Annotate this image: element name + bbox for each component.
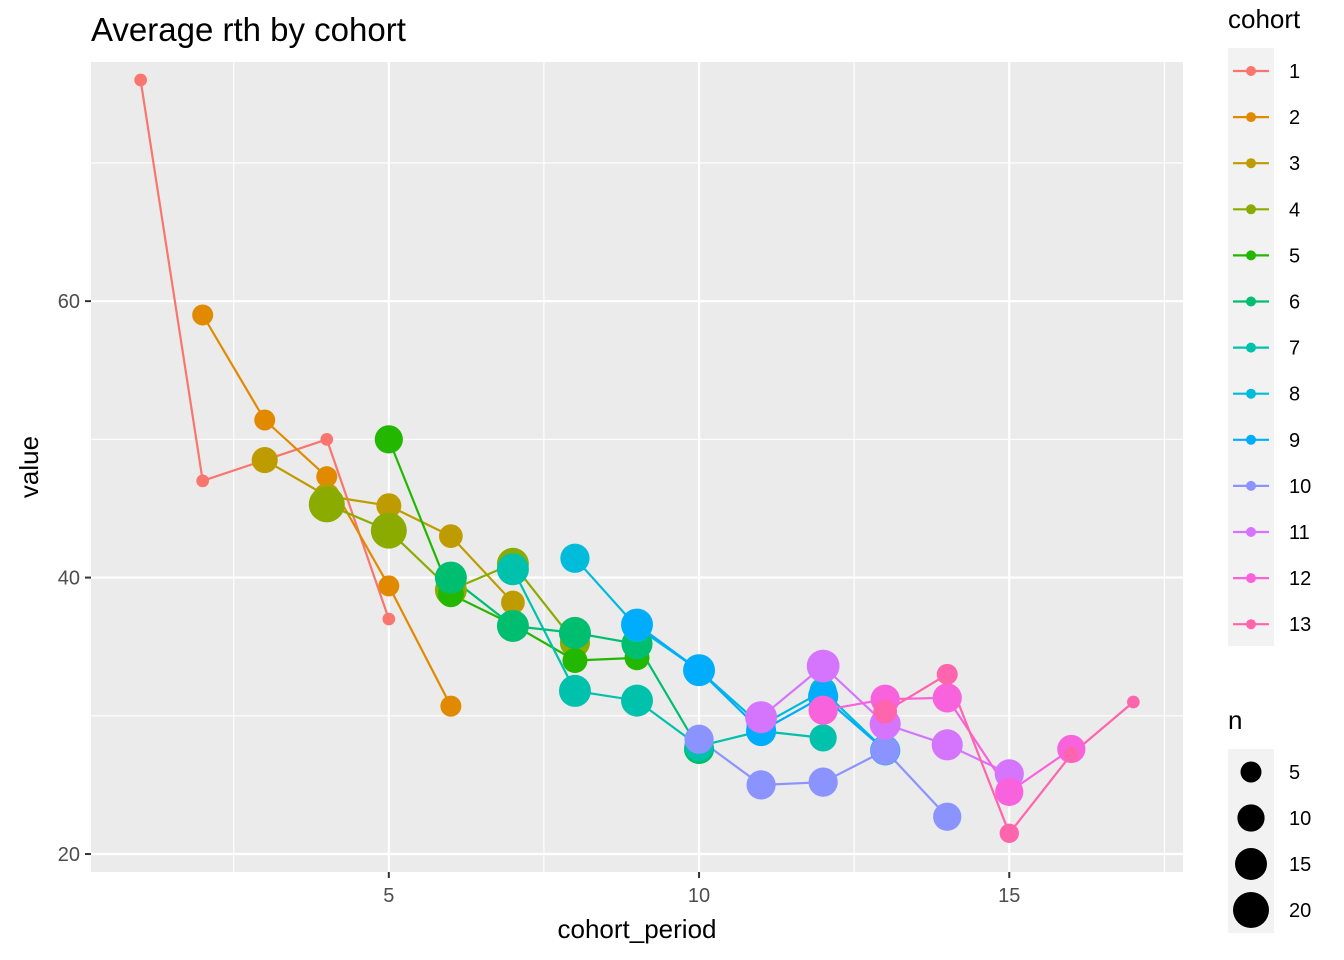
minor-gridlines — [91, 62, 1183, 872]
data-point-cohort-6 — [496, 609, 529, 642]
data-point-cohort-3 — [501, 590, 525, 615]
data-point-cohort-2 — [192, 304, 214, 326]
legend-label-3: 3 — [1289, 153, 1300, 175]
data-point-cohort-6 — [558, 616, 591, 649]
legend-label-7: 7 — [1289, 338, 1300, 360]
x-tick-label: 15 — [998, 885, 1020, 907]
legend-key-point-5 — [1246, 250, 1256, 261]
legend-label-8: 8 — [1289, 384, 1300, 406]
legend-key-point-6 — [1246, 296, 1256, 307]
data-point-cohort-10 — [746, 770, 776, 800]
data-point-cohort-10 — [870, 735, 900, 765]
chart-title: Average rth by cohort — [91, 11, 406, 48]
data-point-cohort-6 — [434, 561, 467, 594]
legend-key-point-4 — [1246, 204, 1256, 215]
size-legend-key-10 — [1237, 804, 1265, 832]
legend-key-point-3 — [1246, 158, 1256, 169]
data-point-cohort-7 — [496, 553, 529, 586]
data-point-cohort-12 — [995, 777, 1024, 806]
data-point-cohort-7 — [809, 724, 837, 752]
legend-key-point-13 — [1246, 619, 1256, 630]
data-point-cohort-8 — [560, 543, 590, 573]
legend-key-point-2 — [1246, 112, 1256, 123]
x-tick-label: 10 — [688, 885, 710, 907]
data-point-cohort-2 — [440, 695, 462, 717]
legend-label-10: 10 — [1289, 476, 1311, 498]
legend-key-point-8 — [1246, 388, 1256, 399]
legend-key-point-11 — [1246, 527, 1256, 537]
series-points — [134, 73, 1140, 844]
size-legend-label-5: 5 — [1289, 762, 1300, 784]
data-point-cohort-12 — [808, 695, 838, 725]
data-point-cohort-5 — [374, 425, 403, 454]
size-legend-label-20: 20 — [1289, 900, 1311, 922]
color-legend-title: cohort — [1228, 4, 1301, 34]
data-point-cohort-13 — [999, 823, 1019, 844]
legend-label-13: 13 — [1289, 614, 1311, 636]
legend-label-12: 12 — [1289, 568, 1311, 590]
data-point-cohort-3 — [438, 524, 463, 548]
data-point-cohort-3 — [251, 447, 278, 474]
data-point-cohort-2 — [378, 575, 400, 597]
legend-label-1: 1 — [1289, 61, 1300, 83]
data-point-cohort-11 — [745, 701, 778, 734]
data-point-cohort-5 — [562, 648, 588, 674]
size-legend-title: n — [1228, 705, 1242, 735]
x-tick-label: 5 — [383, 885, 394, 907]
data-point-cohort-11 — [931, 729, 963, 761]
size-legend-key-15 — [1235, 848, 1267, 880]
legend-key-point-12 — [1246, 573, 1256, 584]
x-axis-title: cohort_period — [558, 914, 717, 944]
data-point-cohort-2 — [316, 466, 338, 488]
legend-label-2: 2 — [1289, 107, 1300, 129]
data-point-cohort-1 — [382, 612, 396, 626]
size-legend-key-5 — [1240, 761, 1262, 783]
legend-label-9: 9 — [1289, 430, 1300, 452]
data-point-cohort-3 — [376, 493, 402, 519]
legend-key-point-9 — [1246, 434, 1256, 445]
data-point-cohort-1 — [320, 433, 334, 446]
data-point-cohort-10 — [808, 767, 838, 797]
size-legend-key-20 — [1233, 892, 1269, 928]
data-point-cohort-11 — [806, 649, 840, 683]
x-axis: 5 10 15 — [383, 872, 1020, 907]
data-point-cohort-13 — [1063, 746, 1080, 763]
legend-label-4: 4 — [1289, 199, 1300, 221]
y-tick-label: 20 — [58, 844, 80, 866]
legend-label-5: 5 — [1289, 245, 1300, 267]
legend-label-6: 6 — [1289, 292, 1300, 314]
legend-key-point-10 — [1246, 480, 1256, 491]
data-point-cohort-9 — [621, 608, 653, 641]
y-tick-label: 40 — [58, 568, 80, 590]
data-point-cohort-1 — [196, 474, 210, 488]
y-tick-label: 60 — [58, 291, 80, 313]
legend-key-point-7 — [1246, 342, 1256, 353]
data-point-cohort-12 — [932, 683, 962, 713]
data-point-cohort-13 — [1127, 695, 1140, 709]
data-point-cohort-7 — [558, 674, 591, 707]
data-point-cohort-10 — [933, 802, 962, 831]
size-legend-label-15: 15 — [1289, 854, 1311, 876]
legend-label-11: 11 — [1289, 522, 1310, 544]
size-legend: n 5 10 15 20 — [1228, 705, 1311, 933]
data-point-cohort-10 — [684, 724, 714, 754]
data-point-cohort-13 — [873, 699, 898, 724]
data-point-cohort-1 — [134, 73, 147, 87]
size-legend-label-10: 10 — [1289, 808, 1311, 830]
legend-key-point-1 — [1246, 66, 1256, 76]
data-point-cohort-4 — [308, 486, 345, 523]
data-point-cohort-2 — [254, 409, 276, 431]
major-gridlines — [91, 62, 1183, 872]
data-point-cohort-4 — [370, 512, 407, 549]
y-axis: 20 40 60 — [58, 291, 91, 866]
y-axis-title: value — [14, 436, 44, 498]
data-point-cohort-13 — [936, 663, 958, 685]
data-point-cohort-9 — [683, 654, 716, 687]
data-point-cohort-7 — [621, 684, 653, 717]
